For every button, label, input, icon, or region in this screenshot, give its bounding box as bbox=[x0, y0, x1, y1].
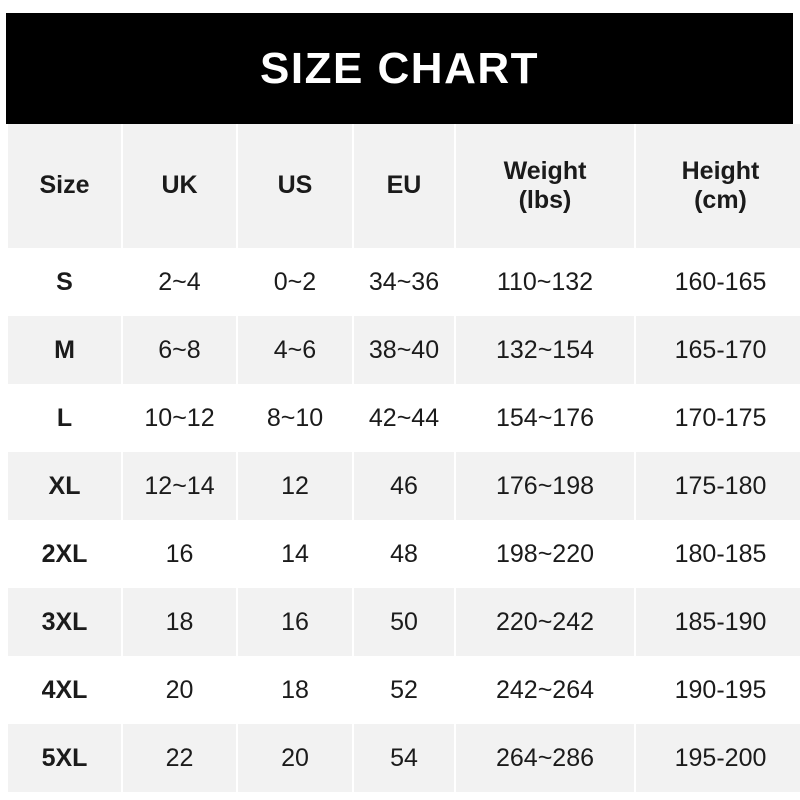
table-row: XL 12~14 12 46 176~198 175-180 bbox=[8, 452, 800, 520]
table-row: 4XL 20 18 52 242~264 190-195 bbox=[8, 656, 800, 724]
cell-weight: 198~220 bbox=[456, 520, 634, 588]
table-row: 3XL 18 16 50 220~242 185-190 bbox=[8, 588, 800, 656]
table-row: S 2~4 0~2 34~36 110~132 160-165 bbox=[8, 248, 800, 316]
cell-size: XL bbox=[8, 452, 121, 520]
column-header-size: Size bbox=[8, 124, 121, 248]
cell-uk: 22 bbox=[123, 724, 236, 792]
cell-size: S bbox=[8, 248, 121, 316]
cell-uk: 20 bbox=[123, 656, 236, 724]
page-title: SIZE CHART bbox=[260, 43, 539, 93]
cell-size: L bbox=[8, 384, 121, 452]
cell-height: 165-170 bbox=[636, 316, 800, 384]
title-banner: SIZE CHART bbox=[6, 13, 793, 124]
column-header-us: US bbox=[238, 124, 352, 248]
cell-us: 8~10 bbox=[238, 384, 352, 452]
column-header-eu: EU bbox=[354, 124, 454, 248]
cell-height: 170-175 bbox=[636, 384, 800, 452]
table-body: S 2~4 0~2 34~36 110~132 160-165 M 6~8 4~… bbox=[8, 248, 800, 792]
cell-eu: 38~40 bbox=[354, 316, 454, 384]
cell-weight: 242~264 bbox=[456, 656, 634, 724]
cell-uk: 2~4 bbox=[123, 248, 236, 316]
cell-uk: 6~8 bbox=[123, 316, 236, 384]
cell-eu: 54 bbox=[354, 724, 454, 792]
cell-height: 160-165 bbox=[636, 248, 800, 316]
cell-height: 180-185 bbox=[636, 520, 800, 588]
cell-eu: 52 bbox=[354, 656, 454, 724]
column-header-weight-unit: (lbs) bbox=[518, 186, 572, 214]
table-header: Size UK US EU Weight (lbs) Height (cm) bbox=[8, 124, 800, 248]
table-row: 2XL 16 14 48 198~220 180-185 bbox=[8, 520, 800, 588]
cell-weight: 176~198 bbox=[456, 452, 634, 520]
cell-us: 0~2 bbox=[238, 248, 352, 316]
cell-us: 4~6 bbox=[238, 316, 352, 384]
cell-us: 14 bbox=[238, 520, 352, 588]
cell-uk: 10~12 bbox=[123, 384, 236, 452]
cell-uk: 12~14 bbox=[123, 452, 236, 520]
cell-uk: 18 bbox=[123, 588, 236, 656]
cell-eu: 50 bbox=[354, 588, 454, 656]
header-row: Size UK US EU Weight (lbs) Height (cm) bbox=[8, 124, 800, 248]
cell-size: 4XL bbox=[8, 656, 121, 724]
cell-height: 190-195 bbox=[636, 656, 800, 724]
cell-us: 12 bbox=[238, 452, 352, 520]
table-row: 5XL 22 20 54 264~286 195-200 bbox=[8, 724, 800, 792]
cell-uk: 16 bbox=[123, 520, 236, 588]
cell-weight: 154~176 bbox=[456, 384, 634, 452]
column-header-uk-label: UK bbox=[161, 171, 198, 200]
column-header-weight: Weight (lbs) bbox=[456, 124, 634, 248]
column-header-eu-label: EU bbox=[386, 171, 422, 200]
cell-eu: 34~36 bbox=[354, 248, 454, 316]
column-header-weight-label: Weight bbox=[503, 156, 587, 185]
cell-size: M bbox=[8, 316, 121, 384]
cell-us: 18 bbox=[238, 656, 352, 724]
cell-size: 5XL bbox=[8, 724, 121, 792]
table-row: L 10~12 8~10 42~44 154~176 170-175 bbox=[8, 384, 800, 452]
cell-weight: 110~132 bbox=[456, 248, 634, 316]
column-header-us-label: US bbox=[277, 171, 313, 200]
cell-eu: 42~44 bbox=[354, 384, 454, 452]
cell-weight: 220~242 bbox=[456, 588, 634, 656]
cell-height: 175-180 bbox=[636, 452, 800, 520]
table-row: M 6~8 4~6 38~40 132~154 165-170 bbox=[8, 316, 800, 384]
column-header-height-unit: (cm) bbox=[694, 186, 747, 214]
column-header-uk: UK bbox=[123, 124, 236, 248]
cell-height: 195-200 bbox=[636, 724, 800, 792]
cell-us: 20 bbox=[238, 724, 352, 792]
cell-height: 185-190 bbox=[636, 588, 800, 656]
column-header-height: Height (cm) bbox=[636, 124, 800, 248]
cell-us: 16 bbox=[238, 588, 352, 656]
cell-weight: 132~154 bbox=[456, 316, 634, 384]
column-header-height-label: Height bbox=[681, 156, 760, 185]
size-chart-table: Size UK US EU Weight (lbs) Height (cm) bbox=[6, 124, 800, 792]
cell-size: 2XL bbox=[8, 520, 121, 588]
column-header-size-label: Size bbox=[39, 171, 90, 200]
cell-eu: 46 bbox=[354, 452, 454, 520]
cell-size: 3XL bbox=[8, 588, 121, 656]
cell-weight: 264~286 bbox=[456, 724, 634, 792]
cell-eu: 48 bbox=[354, 520, 454, 588]
